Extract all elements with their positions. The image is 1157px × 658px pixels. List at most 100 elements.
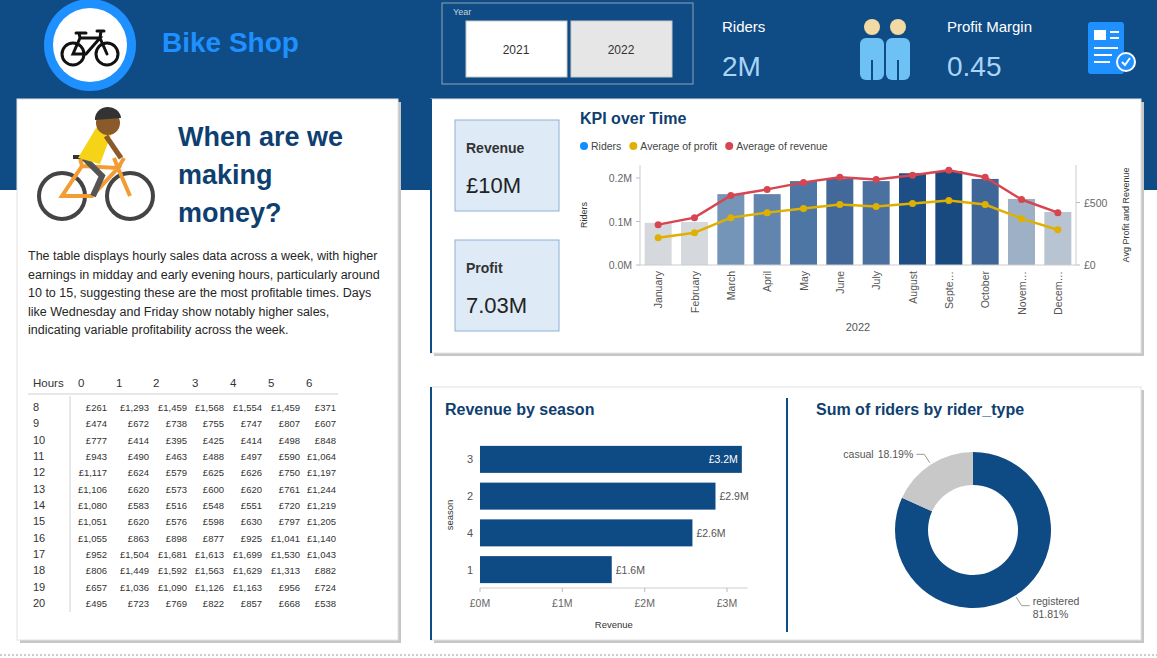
table-cell: £1,080: [78, 500, 107, 511]
bar: [972, 179, 999, 265]
y-tick: [636, 265, 640, 266]
table-cell: £1,554: [233, 402, 262, 413]
y-tick-label: 4: [467, 527, 473, 539]
bar: [935, 171, 962, 265]
report-lines: [1094, 32, 1119, 62]
line-marker: [873, 203, 880, 210]
line-marker: [873, 176, 880, 183]
table-cell: £583: [128, 500, 149, 511]
card-value: 2M: [722, 51, 761, 82]
x-tick-label: March: [725, 271, 737, 300]
table-row-label: 13: [33, 483, 45, 495]
table-cell: £590: [279, 451, 300, 462]
legend-swatch: [629, 142, 637, 150]
table-cell: £1,681: [158, 549, 187, 560]
x-tick: [644, 588, 645, 592]
table-column: 3: [192, 377, 198, 389]
slicer-option[interactable]: [571, 21, 672, 77]
slicer-title: Year: [453, 7, 471, 17]
table-cell: £724: [315, 582, 336, 593]
table-cell: £848: [315, 435, 336, 446]
table-cell: £1,163: [233, 582, 262, 593]
table-cell: £1,205: [307, 516, 336, 527]
table-column: 2: [153, 377, 159, 389]
bar: [863, 181, 890, 265]
x-tick-label: £0M: [470, 597, 490, 609]
table-cell: £620: [128, 484, 149, 495]
y-tick-label: 0.1M: [609, 216, 632, 228]
slicer-option-label[interactable]: 2021: [503, 43, 530, 57]
table-cell: £807: [279, 418, 300, 429]
bar: [480, 446, 742, 473]
report-icon: [1088, 22, 1135, 74]
line-marker: [727, 214, 734, 221]
table-cell: £579: [166, 467, 187, 478]
bar: [645, 223, 672, 265]
story-title: When are we: [178, 122, 343, 152]
slice-label: registered: [1033, 595, 1080, 607]
cyclist-frame: [62, 158, 130, 196]
person-body: [886, 38, 910, 80]
table-cell: £425: [203, 435, 224, 446]
table-column: 4: [230, 377, 237, 389]
y2-tick: [1076, 202, 1080, 203]
table-corner: Hours: [33, 377, 64, 389]
table-cell: £414: [128, 435, 149, 446]
panel: [431, 387, 1141, 640]
line-marker: [909, 200, 916, 207]
data-label: £3.2M: [709, 453, 738, 465]
line-marker: [836, 201, 843, 208]
bar: [754, 194, 781, 265]
table-cell: £877: [203, 533, 224, 544]
table-cell: £1,293: [120, 402, 149, 413]
line-marker: [836, 174, 843, 181]
table-cell: £1,699: [233, 549, 262, 560]
panel-accent: [430, 387, 432, 640]
y-axis-title: season: [444, 500, 455, 531]
legend-label: Average of revenue: [736, 140, 828, 152]
logo-bike: [62, 31, 118, 65]
panel: [431, 99, 1141, 353]
table-cell: £573: [166, 484, 187, 495]
table-cell: £738: [166, 418, 187, 429]
kpi-label: Profit: [466, 260, 503, 276]
line-marker: [945, 167, 952, 174]
table-row-label: 12: [33, 466, 45, 478]
table-cell: £1,313: [271, 565, 300, 576]
leader-line: [916, 454, 929, 462]
x-tick-label: £1M: [552, 597, 572, 609]
slicer-option[interactable]: [466, 21, 567, 77]
table-cell: £1,629: [233, 565, 262, 576]
x-tick-label: £2M: [634, 597, 654, 609]
table-row-label: 14: [33, 499, 45, 511]
table-cell: £414: [241, 435, 262, 446]
table-cell: £607: [315, 418, 336, 429]
table-rule: [70, 396, 71, 612]
logo-ring: [44, 0, 136, 91]
table-row-label: 17: [33, 548, 45, 560]
bar: [1008, 199, 1035, 265]
panel-accent: [430, 99, 432, 353]
table-cell: £495: [86, 598, 107, 609]
table-column: 5: [268, 377, 274, 389]
line-marker: [655, 221, 662, 228]
y-tick-label: 3: [467, 453, 473, 465]
table-cell: £1,219: [307, 500, 336, 511]
x-tick-label: February: [689, 270, 701, 313]
y-tick-label: 0.2M: [609, 172, 632, 184]
bar: [899, 173, 926, 265]
cyclist-illustration: [39, 107, 153, 219]
x-tick-label: £3M: [717, 597, 737, 609]
slicer-option-label[interactable]: 2022: [608, 43, 635, 57]
y-axis-title: Riders: [579, 202, 589, 229]
table-cell: £488: [203, 451, 224, 462]
table-row-label: 16: [33, 532, 45, 544]
table-cell: £1,530: [271, 549, 300, 560]
card-label: Riders: [722, 18, 765, 35]
table-cell: £598: [203, 516, 224, 527]
x-axis-line: [640, 265, 1076, 266]
table-cell: £1,055: [78, 533, 107, 544]
people-icon: [860, 19, 910, 80]
x-tick: [562, 588, 563, 592]
line-marker: [691, 214, 698, 221]
